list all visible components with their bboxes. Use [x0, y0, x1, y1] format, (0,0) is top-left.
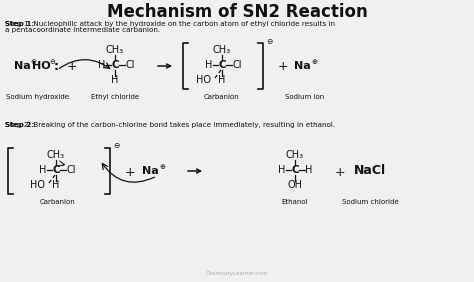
Text: OH: OH — [288, 180, 302, 190]
Text: C: C — [291, 165, 299, 175]
Text: Na: Na — [14, 61, 30, 71]
Text: :: : — [54, 60, 59, 72]
Text: H: H — [98, 60, 106, 70]
Text: Mechanism of SN2 Reaction: Mechanism of SN2 Reaction — [107, 3, 367, 21]
Text: Step 2: Breaking of the carbon-chlorine bond takes place immediately, resulting : Step 2: Breaking of the carbon-chlorine … — [5, 122, 335, 128]
Text: Sodium chloride: Sodium chloride — [342, 199, 398, 205]
Text: H: H — [219, 75, 226, 85]
Text: ⊖: ⊖ — [113, 142, 119, 151]
Text: a pentacoordinate intermediate carbanion.: a pentacoordinate intermediate carbanion… — [5, 27, 160, 33]
Text: Step 2:: Step 2: — [5, 122, 34, 128]
Text: Cl: Cl — [232, 60, 242, 70]
Text: C: C — [111, 60, 119, 70]
Text: C: C — [52, 165, 60, 175]
Text: H: H — [39, 165, 46, 175]
Text: ⊖: ⊖ — [266, 36, 273, 45]
Text: Carbanion: Carbanion — [40, 199, 76, 205]
Text: CH₃: CH₃ — [47, 150, 65, 160]
Text: Sodium ion: Sodium ion — [285, 94, 325, 100]
Text: C: C — [218, 60, 226, 70]
Text: Step 1: Nucleophilic attack by the hydroxide on the carbon atom of ethyl chlorid: Step 1: Nucleophilic attack by the hydro… — [5, 21, 335, 27]
Text: +: + — [125, 166, 135, 179]
Text: H: H — [205, 60, 213, 70]
Text: HO: HO — [32, 61, 50, 71]
Text: +: + — [278, 61, 288, 74]
Text: NaCl: NaCl — [354, 164, 386, 177]
Text: ⊕: ⊕ — [30, 59, 36, 65]
Text: Na: Na — [142, 166, 158, 176]
Text: H: H — [111, 75, 118, 85]
Text: HO: HO — [30, 180, 45, 190]
Text: Cl: Cl — [125, 60, 135, 70]
Text: Step 1:: Step 1: — [5, 21, 34, 27]
Text: Na: Na — [293, 61, 310, 71]
Text: ChemistryLearner.com: ChemistryLearner.com — [206, 272, 268, 276]
Text: H: H — [305, 165, 313, 175]
Text: +: + — [67, 61, 77, 74]
Text: Ethyl chloride: Ethyl chloride — [91, 94, 139, 100]
Text: H: H — [278, 165, 286, 175]
Text: CH₃: CH₃ — [213, 45, 231, 55]
Text: +: + — [335, 166, 346, 179]
Text: Carbanion: Carbanion — [204, 94, 240, 100]
Text: Cl: Cl — [66, 165, 76, 175]
Text: ⊕: ⊕ — [159, 164, 165, 170]
Text: Sodium hydroxide: Sodium hydroxide — [7, 94, 70, 100]
Text: ⊖: ⊖ — [49, 59, 55, 65]
Text: Ethanol: Ethanol — [282, 199, 308, 205]
Text: CH₃: CH₃ — [106, 45, 124, 55]
Text: H: H — [52, 180, 60, 190]
Text: HO: HO — [196, 75, 211, 85]
Text: ⊕: ⊕ — [311, 59, 317, 65]
Text: CH₃: CH₃ — [286, 150, 304, 160]
